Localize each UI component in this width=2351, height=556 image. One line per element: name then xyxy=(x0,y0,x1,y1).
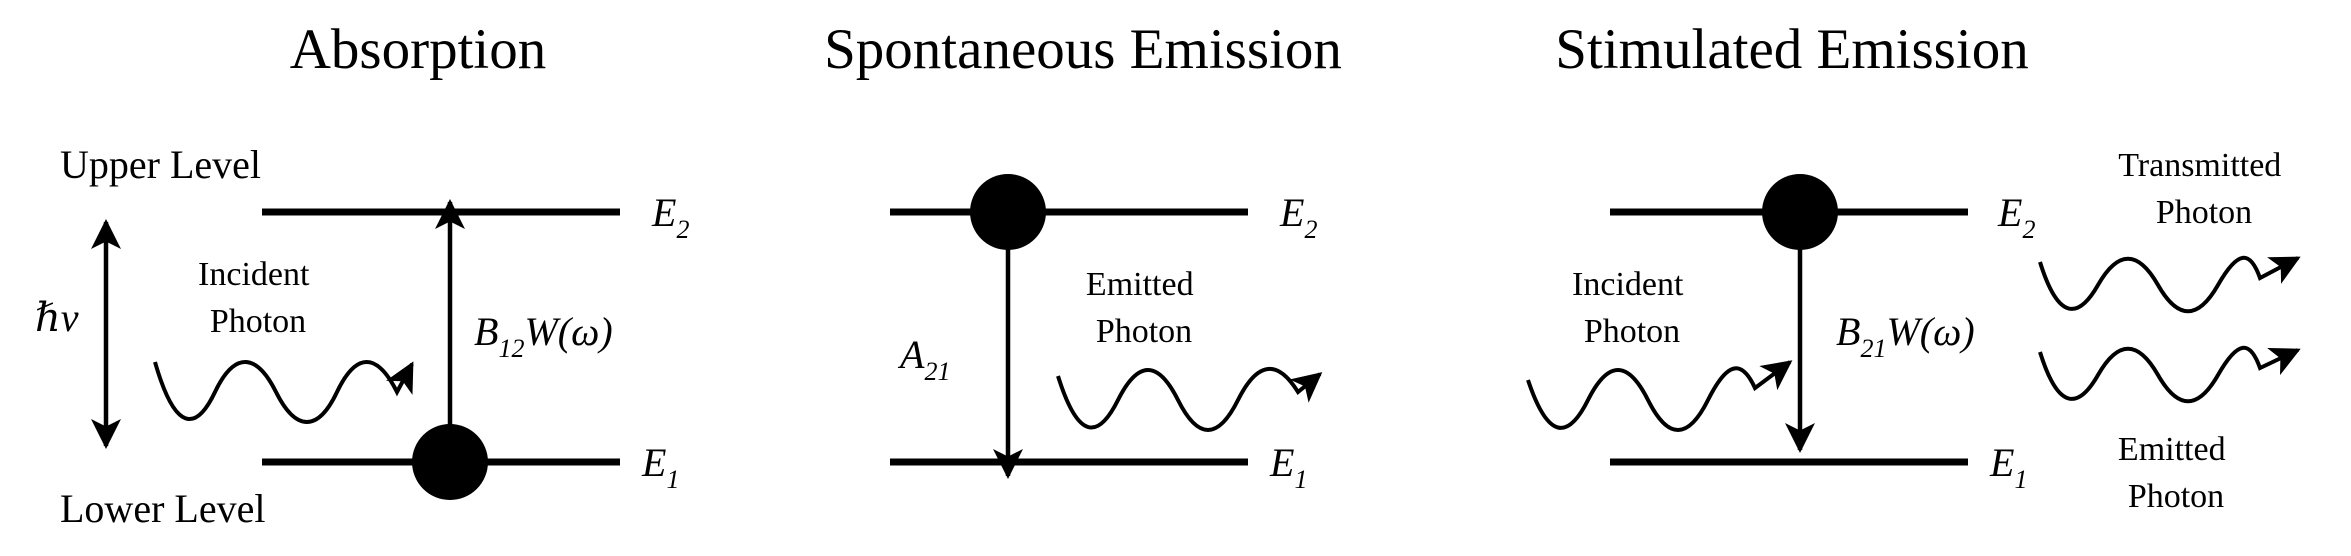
transmitted-photon-label: Transmitted Photon xyxy=(2118,147,2290,231)
e2-label: E2 xyxy=(1997,190,2035,244)
emitted-photon-label: Emitted Photon xyxy=(1086,266,1202,350)
electron-dot xyxy=(970,174,1046,250)
e1-label: E1 xyxy=(641,440,679,494)
lower-level-label: Lower Level xyxy=(60,486,265,531)
e1-label: E1 xyxy=(1989,440,2027,494)
energy-symbol: ℏν xyxy=(35,295,79,340)
e1-label: E1 xyxy=(1269,440,1307,494)
e2-label: E2 xyxy=(651,190,689,244)
electron-dot xyxy=(412,424,488,500)
incident-photon-label: Incident Photon xyxy=(198,256,318,340)
a21-coefficient-label: A21 xyxy=(897,332,950,386)
incident-photon-wave xyxy=(1526,360,1793,432)
spontaneous-emission-title: Spontaneous Emission xyxy=(824,18,1342,81)
transmitted-photon-wave xyxy=(2038,255,2301,314)
stimulated-emission-title: Stimulated Emission xyxy=(1555,18,2028,81)
b21-coefficient-label: B21W(ω) xyxy=(1836,309,1975,363)
emitted-photon-wave xyxy=(1056,366,1323,432)
absorption-panel: Absorption Upper Level Lower Level ℏν E2… xyxy=(35,18,689,531)
emitted-photon-label: Emitted Photon xyxy=(2118,431,2234,515)
upper-level-label: Upper Level xyxy=(60,142,261,187)
emitted-photon-wave xyxy=(2038,345,2301,404)
e2-label: E2 xyxy=(1279,190,1317,244)
electron-dot xyxy=(1762,174,1838,250)
incident-photon-wave xyxy=(153,360,414,424)
b12-coefficient-label: B12W(ω) xyxy=(474,309,613,363)
spontaneous-emission-panel: Spontaneous Emission E2 E1 A21 Emitted P… xyxy=(824,18,1342,494)
stimulated-emission-panel: Stimulated Emission E2 E1 B21W(ω) Incide… xyxy=(1526,18,2301,515)
absorption-title: Absorption xyxy=(290,18,547,81)
incident-photon-label: Incident Photon xyxy=(1572,266,1692,350)
